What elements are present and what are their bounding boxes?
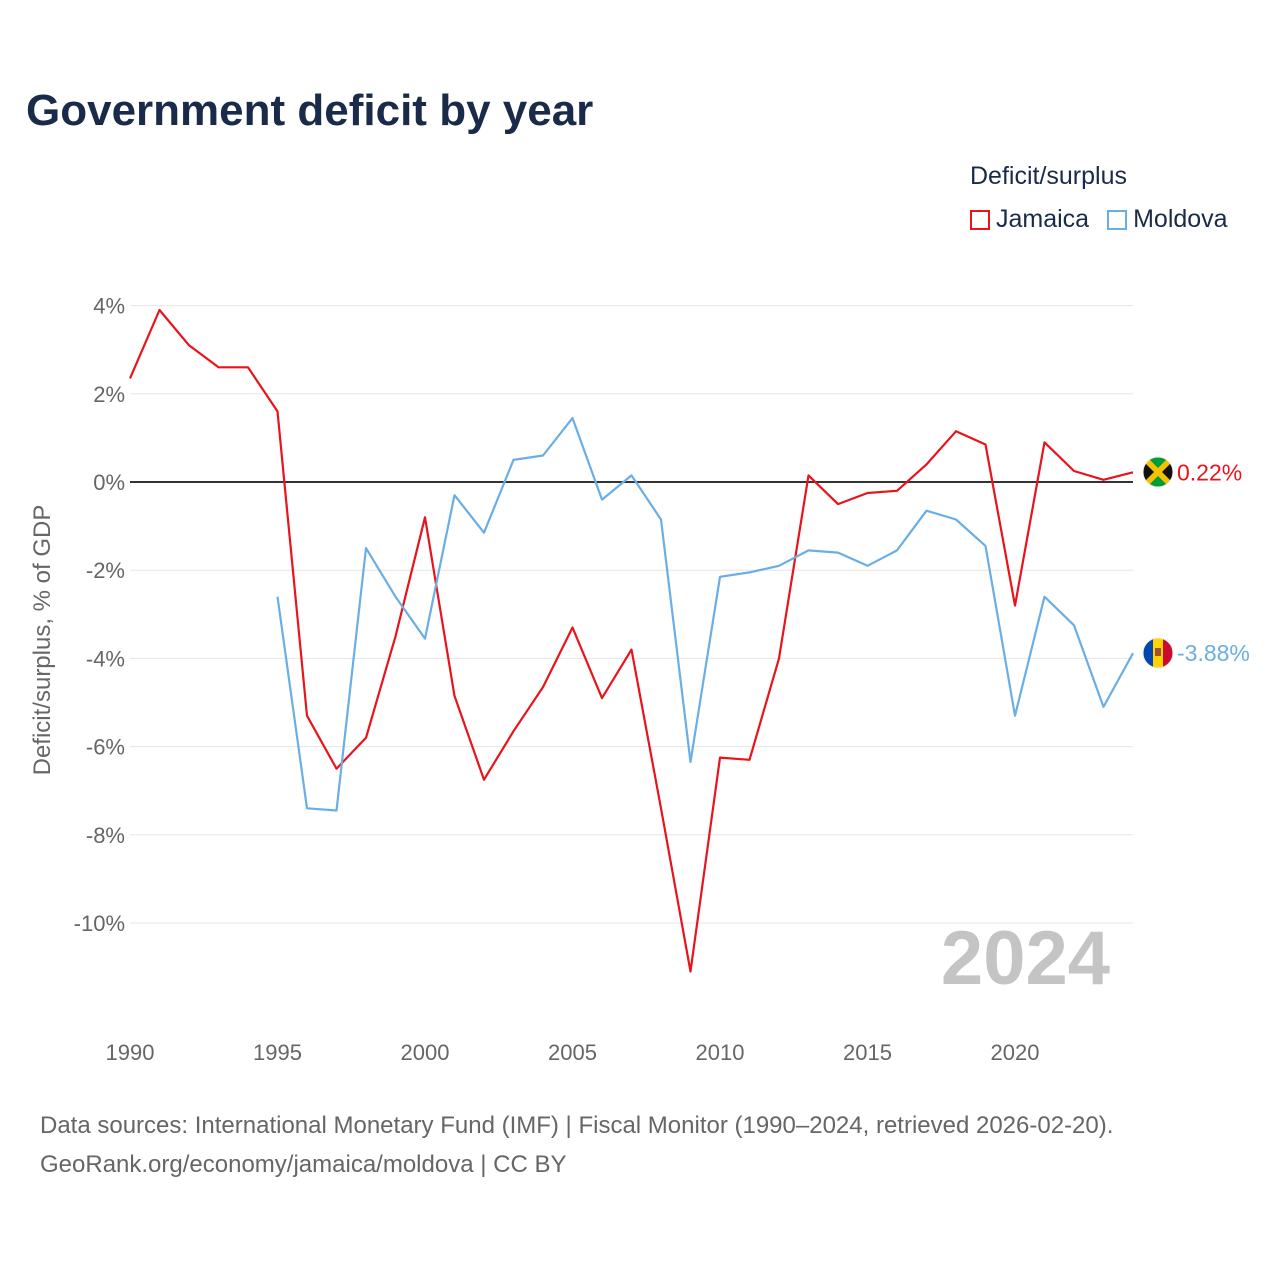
legend: Jamaica Moldova: [970, 205, 1246, 234]
legend-title: Deficit/surplus: [970, 162, 1127, 190]
legend-item-moldova[interactable]: Moldova: [1107, 205, 1228, 234]
year-watermark: 2024: [941, 916, 1110, 1001]
x-tick-label: 2010: [696, 1040, 745, 1065]
x-tick-label: 1990: [106, 1040, 155, 1065]
legend-label-moldova: Moldova: [1133, 205, 1228, 233]
y-axis-label: Deficit/surplus, % of GDP: [29, 505, 56, 776]
end-value-label-jamaica: 0.22%: [1177, 459, 1242, 485]
line-chart: 4% 2% 0% -2% -4% -6% -8% -10% 1990 1995 2000 2005 2…: [29, 294, 1250, 1065]
y-tick-label: -6%: [86, 735, 125, 760]
source-link[interactable]: GeoRank.org/economy/jamaica/moldova | CC…: [40, 1151, 567, 1178]
legend-swatch-jamaica: [970, 209, 990, 230]
data-source-note: Data sources: International Monetary Fun…: [40, 1112, 1114, 1139]
x-tick-label: 2015: [843, 1040, 892, 1065]
x-tick-label: 1995: [253, 1040, 302, 1065]
legend-item-jamaica[interactable]: Jamaica: [970, 205, 1089, 234]
footer: Data sources: International Monetary Fun…: [40, 1106, 1113, 1184]
y-tick-label: -2%: [86, 558, 125, 583]
y-tick-label: 2%: [93, 382, 125, 407]
x-tick-label: 2005: [548, 1040, 597, 1065]
y-tick-label: -4%: [86, 646, 125, 671]
x-tick-labels: 1990 1995 2000 2005 2010 2015 2020: [106, 1040, 1040, 1065]
x-tick-label: 2020: [991, 1040, 1040, 1065]
end-value-label-moldova: -3.88%: [1177, 640, 1250, 666]
gridlines: [130, 305, 1133, 924]
y-tick-label: 4%: [93, 294, 125, 319]
y-tick-label: -10%: [74, 911, 125, 936]
series-line-moldova[interactable]: [276, 417, 1134, 812]
x-tick-label: 2000: [401, 1040, 450, 1065]
series-line-jamaica[interactable]: [128, 308, 1134, 973]
y-tick-labels: 4% 2% 0% -2% -4% -6% -8% -10%: [74, 294, 125, 936]
y-tick-label: 0%: [93, 470, 125, 495]
legend-label-jamaica: Jamaica: [996, 205, 1090, 233]
jamaica-flag-icon: [1142, 456, 1174, 488]
y-tick-label: -8%: [86, 823, 125, 848]
moldova-flag-icon: [1142, 637, 1174, 669]
chart-title: Government deficit by year: [26, 86, 594, 135]
legend-swatch-moldova: [1107, 209, 1128, 230]
